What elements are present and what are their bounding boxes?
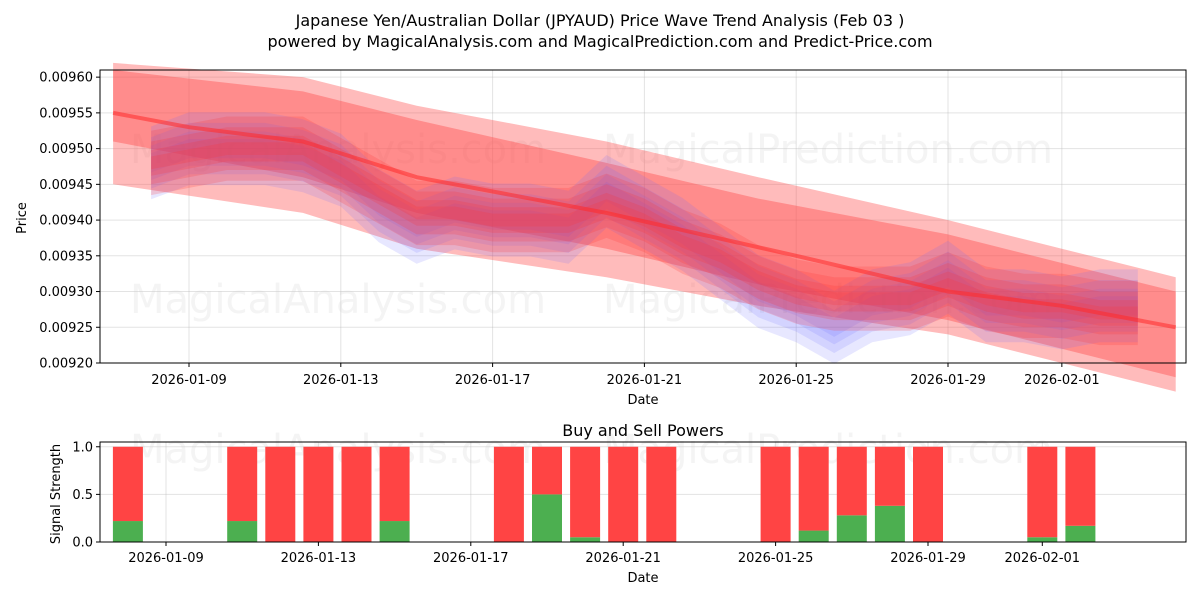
watermark-left-mid: MagicalAnalysis.com (130, 277, 546, 323)
price-chart: MagicalAnalysis.com MagicalPrediction.co… (15, 62, 1187, 408)
signal-axes-frame (99, 441, 1187, 543)
buy-bar (570, 537, 601, 542)
price-y-tick-label: 0.00950 (39, 142, 93, 157)
price-x-tick-label: 2026-01-09 (151, 373, 227, 388)
chart-title-line2: powered by MagicalAnalysis.com and Magic… (267, 32, 932, 51)
price-y-label: Price (15, 202, 30, 234)
price-bands (112, 62, 1177, 392)
sell-bar (265, 446, 296, 542)
sell-bar (874, 446, 905, 506)
signal-x-tick-label: 2026-01-29 (890, 551, 966, 566)
price-y-tick-label: 0.00955 (39, 106, 93, 121)
price-y-tick-label: 0.00945 (39, 178, 93, 193)
buy-bar (112, 521, 143, 542)
signal-x-tick-label: 2026-01-17 (433, 551, 509, 566)
price-y-axis: 0.00920 0.00925 0.00930 0.00935 0.00940 0.009… (39, 71, 100, 372)
signal-x-tick-label: 2026-02-01 (1005, 551, 1081, 566)
price-y-tick-label: 0.00940 (39, 214, 93, 229)
price-x-tick-label: 2026-01-17 (455, 373, 531, 388)
sell-bar (112, 446, 143, 522)
price-x-tick-label: 2026-01-13 (303, 373, 379, 388)
trend-line (112, 110, 1177, 330)
chart-title-line1: Japanese Yen/Australian Dollar (JPYAUD) … (295, 11, 905, 30)
signal-y-axis: 0.0 0.5 1.0 (72, 440, 100, 551)
price-axes-frame (99, 69, 1187, 364)
blue-wave-band-layer-1 (151, 122, 1138, 354)
watermark-left-top: MagicalAnalysis.com (130, 127, 546, 173)
sell-bar (608, 446, 639, 542)
buy-bar (532, 494, 562, 542)
signal-y-tick-label: 0.5 (72, 488, 93, 503)
price-watermarks: MagicalAnalysis.com MagicalPrediction.co… (130, 127, 1053, 323)
sell-bar (760, 446, 791, 542)
price-x-tick-label: 2026-01-21 (607, 373, 683, 388)
signal-y-tick-label: 0.0 (72, 536, 93, 551)
sell-bar (913, 446, 943, 542)
buy-bar (798, 530, 829, 542)
signal-bars (112, 446, 1096, 542)
sell-bar (341, 446, 372, 542)
sell-bar (532, 446, 562, 495)
price-y-tick-label: 0.00930 (39, 285, 93, 300)
watermark-right-mid: MagicalPrediction.com (603, 277, 1053, 323)
outer-channel-band (113, 62, 1176, 392)
sell-bar (379, 446, 410, 522)
signal-x-tick-label: 2026-01-13 (281, 551, 357, 566)
sell-bar (1027, 446, 1058, 538)
signal-chart: Buy and Sell Powers MagicalAnalysis.com … (49, 421, 1187, 586)
blue-wave-band-layer-0 (151, 112, 1138, 364)
signal-x-axis: 2026-01-09 2026-01-13 2026-01-17 2026-01-21… (128, 542, 1080, 566)
signal-x-label: Date (627, 571, 658, 586)
signal-x-tick-label: 2026-01-25 (738, 551, 814, 566)
sell-bar (1065, 446, 1096, 526)
signal-y-tick-label: 1.0 (72, 440, 93, 455)
price-x-tick-label: 2026-01-25 (758, 373, 834, 388)
sell-bar (836, 446, 867, 516)
red-wave-band-layer-1 (151, 127, 1138, 335)
price-x-tick-label: 2026-01-29 (910, 373, 986, 388)
blue-wave-band-layer-3 (151, 139, 1138, 337)
buy-bar (227, 521, 258, 542)
watermark-left-bottom: MagicalAnalysis.com (130, 427, 546, 473)
wide-channel-band (113, 70, 1176, 378)
buy-bar (1027, 537, 1058, 542)
buy-bar (1065, 525, 1096, 542)
sell-bar (570, 446, 601, 538)
signal-x-tick-label: 2026-01-09 (128, 551, 204, 566)
price-y-tick-label: 0.00920 (39, 357, 93, 372)
watermark-right-top: MagicalPrediction.com (603, 127, 1053, 173)
buy-bar (836, 515, 867, 542)
sell-bar (303, 446, 334, 542)
price-x-label: Date (627, 393, 658, 408)
signal-chart-title: Buy and Sell Powers (562, 421, 724, 440)
sell-bar (646, 446, 677, 542)
red-wave-band-layer-0 (151, 116, 1138, 346)
signal-y-label: Signal Strength (49, 444, 64, 544)
sell-bar (227, 446, 258, 522)
buy-bar (379, 521, 410, 542)
buy-bar (874, 505, 905, 542)
sell-bar (493, 446, 524, 542)
price-y-tick-label: 0.00960 (39, 71, 93, 86)
price-x-tick-label: 2026-02-01 (1024, 373, 1100, 388)
sell-bar (798, 446, 829, 531)
signal-x-tick-label: 2026-01-21 (585, 551, 661, 566)
red-wave-band-layer-2 (151, 135, 1138, 326)
blue-wave-band-layer-2 (151, 131, 1138, 345)
price-y-tick-label: 0.00935 (39, 249, 93, 264)
price-y-tick-label: 0.00925 (39, 321, 93, 336)
price-x-axis: 2026-01-09 2026-01-13 2026-01-17 2026-01-21… (151, 363, 1100, 388)
